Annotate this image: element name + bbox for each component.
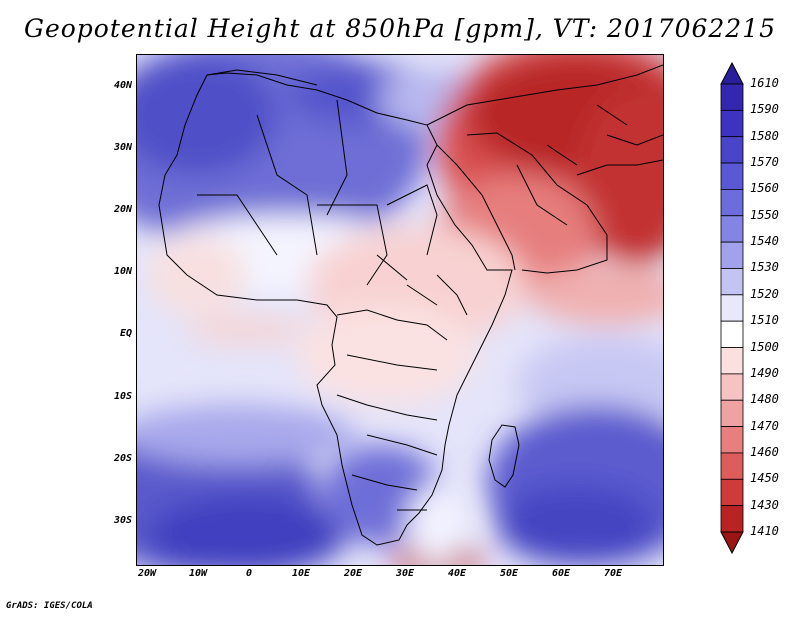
colorbar-segment — [720, 241, 744, 269]
colorbar-label: 1550 — [750, 207, 779, 222]
map-panel — [136, 54, 664, 566]
colorbar-bottom-arrow — [720, 531, 744, 554]
colorbar-label: 1450 — [750, 471, 779, 486]
colorbar-segment — [720, 83, 744, 111]
colorbar-label: 1520 — [750, 286, 779, 301]
lat-label-20n: 20N — [113, 204, 132, 215]
colorbar-label: 1430 — [750, 497, 779, 512]
colorbar-segment — [720, 268, 744, 296]
colorbar-segment — [720, 109, 744, 138]
lat-label-30s: 30S — [113, 515, 132, 526]
lon-label-10w: 10W — [188, 568, 208, 579]
colorbar-segment — [720, 215, 744, 243]
colorbar-label: 1530 — [750, 260, 779, 275]
geopotential-field — [137, 55, 663, 565]
lat-label-30n: 30N — [113, 142, 132, 153]
lon-label-10e: 10E — [291, 568, 311, 579]
lon-label-50e: 50E — [499, 568, 519, 579]
lat-label-eq: EQ — [119, 328, 132, 339]
colorbar-label: 1590 — [750, 102, 779, 117]
lon-label-70e: 70E — [603, 568, 623, 579]
colorbar-segment — [720, 399, 744, 427]
colorbar-segment — [720, 426, 744, 454]
colorbar-top-arrow — [720, 62, 744, 85]
colorbar-segment — [720, 478, 744, 507]
colorbar-label: 1410 — [750, 524, 779, 538]
lon-label-40e: 40E — [447, 568, 467, 579]
colorbar-label: 1510 — [750, 313, 779, 328]
coastlines — [158, 64, 663, 546]
colorbar-label: 1500 — [750, 339, 779, 354]
lon-label-30e: 30E — [395, 568, 415, 579]
colorbar-segment — [720, 347, 744, 375]
colorbar-label: 1480 — [750, 392, 779, 407]
colorbar-label: 1580 — [750, 128, 779, 143]
lat-label-40n: 40N — [113, 80, 132, 91]
colorbar-label: 1610 — [750, 76, 779, 90]
colorbar-segment — [720, 452, 744, 480]
colorbar-label: 1490 — [750, 365, 779, 380]
colorbar-label: 1470 — [750, 418, 779, 433]
colorbar-label: 1540 — [750, 234, 779, 249]
colorbar-segment — [720, 189, 744, 217]
lon-label-20e: 20E — [343, 568, 363, 579]
colorbar — [720, 62, 744, 554]
lon-label-0: 0 — [245, 568, 253, 579]
colorbar-segment — [720, 320, 744, 348]
colorbar-segment — [720, 294, 744, 322]
colorbar-label: 1560 — [750, 181, 779, 196]
lat-label-10n: 10N — [113, 266, 132, 277]
lon-label-20w: 20W — [137, 568, 157, 579]
colorbar-segment — [720, 162, 744, 190]
field-shading — [137, 55, 663, 565]
colorbar-segment — [720, 505, 744, 533]
colorbar-segment — [720, 136, 744, 164]
lon-label-60e: 60E — [551, 568, 571, 579]
chart-title: Geopotential Height at 850hPa [gpm], VT:… — [23, 14, 777, 43]
footer-credit: GrADS: IGES/COLA — [6, 601, 93, 611]
lat-label-10s: 10S — [113, 391, 132, 402]
colorbar-label: 1460 — [750, 444, 779, 459]
colorbar-label: 1570 — [750, 155, 779, 170]
colorbar-segment — [720, 373, 744, 401]
lat-label-20s: 20S — [113, 453, 132, 464]
